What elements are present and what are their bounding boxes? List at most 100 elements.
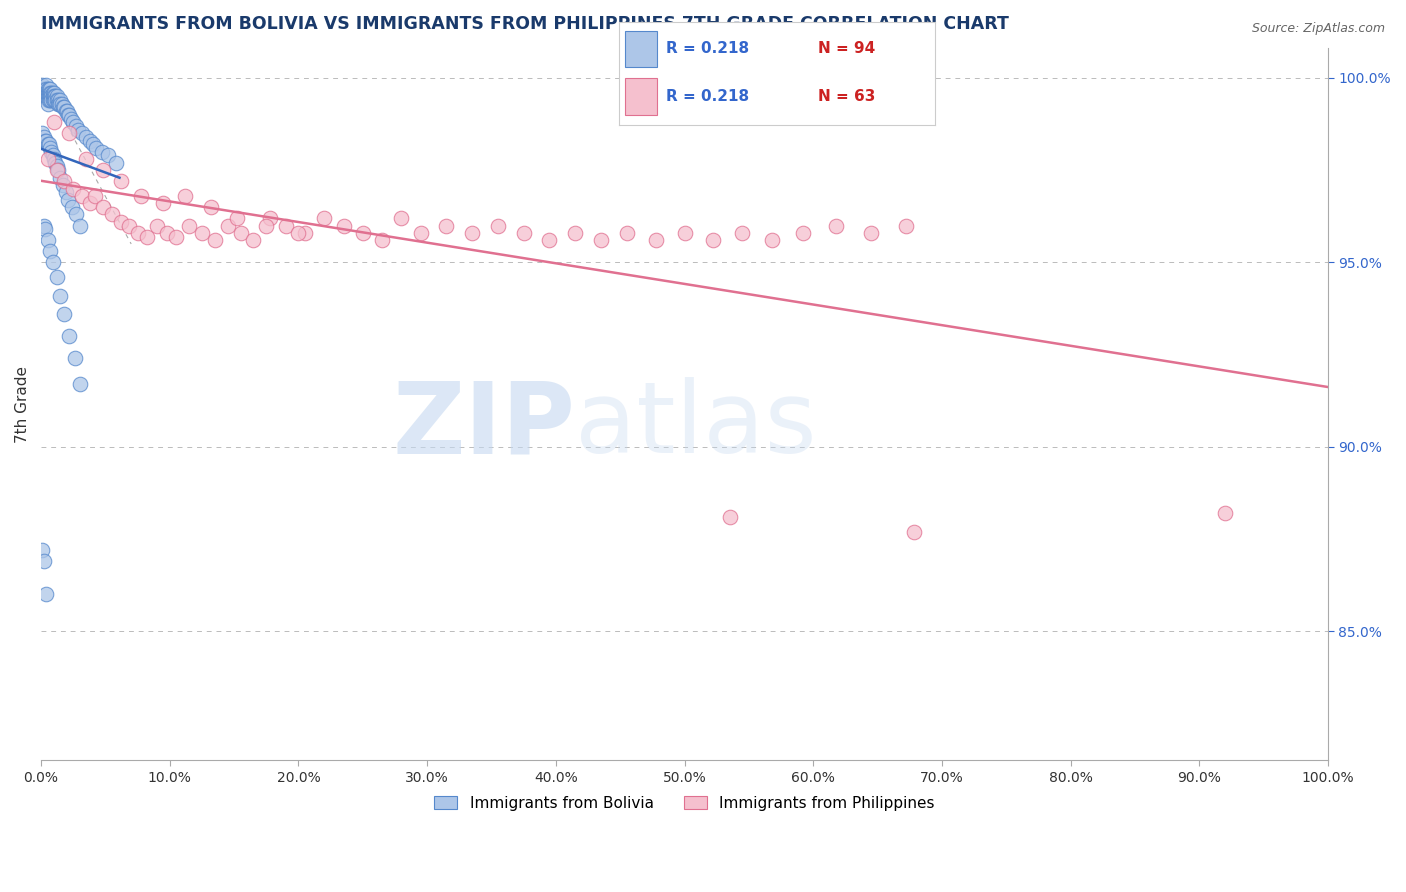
Point [41,93,63,107]
Point [86,141,108,155]
Point [39,86,62,100]
Point [65,119,87,133]
Point [792,226,814,240]
Point [41,89,63,103]
Point [37,93,59,107]
Point [135,229,157,244]
Point [117,219,139,233]
Point [62,115,84,129]
Point [41,145,63,159]
Point [49,288,72,302]
Point [32,554,55,568]
Point [41,148,63,162]
Point [35,86,58,100]
Point [49,170,72,185]
Point [903,524,925,539]
Point [45,89,67,103]
Point [39,141,62,155]
Point [31,126,53,140]
Text: ZIP: ZIP [392,377,575,475]
Point [127,226,149,240]
Point [152,196,174,211]
Point [42,115,65,129]
Point [41,255,63,269]
Point [38,89,60,103]
Point [314,211,336,226]
FancyBboxPatch shape [624,30,657,68]
Point [38,86,60,100]
Point [75,130,97,145]
Point [42,86,65,100]
Point [538,233,561,247]
Point [53,307,76,321]
Point [761,233,783,247]
Text: R = 0.218: R = 0.218 [666,88,749,103]
Point [371,233,394,247]
Point [58,329,80,343]
Text: R = 0.218: R = 0.218 [666,41,749,56]
Point [409,226,432,240]
Point [34,222,56,236]
Point [31,78,53,93]
Point [32,82,55,96]
Point [436,219,458,233]
Point [39,89,62,103]
Point [35,78,58,93]
Point [110,174,132,188]
Point [56,108,79,122]
Point [35,134,58,148]
Point [254,219,277,233]
Point [332,219,354,233]
Point [44,93,66,107]
Point [79,134,101,148]
Point [65,207,87,221]
Point [58,126,80,140]
Point [34,89,56,103]
Point [34,134,56,148]
Point [564,226,586,240]
Point [34,86,56,100]
Point [718,510,741,524]
Text: Source: ZipAtlas.com: Source: ZipAtlas.com [1251,22,1385,36]
Point [97,148,120,162]
Point [486,219,509,233]
Point [225,211,247,226]
Point [75,152,97,166]
Point [200,200,222,214]
Point [72,189,94,203]
Point [42,93,65,107]
Point [287,226,309,240]
Point [41,89,63,103]
Point [52,100,75,114]
Point [91,200,114,214]
Point [242,233,264,247]
Point [45,270,67,285]
Point [217,219,239,233]
Point [69,377,91,392]
Point [63,351,86,366]
Point [91,163,114,178]
Text: N = 63: N = 63 [818,88,876,103]
Point [352,226,374,240]
Point [825,219,848,233]
Point [49,96,72,111]
Point [72,126,94,140]
Point [39,93,62,107]
Point [391,211,413,226]
Point [53,174,76,188]
Point [82,137,104,152]
Point [131,189,153,203]
Point [32,219,55,233]
Point [39,244,62,259]
Point [37,86,59,100]
Point [673,226,696,240]
Text: N = 94: N = 94 [818,41,875,56]
Point [274,219,297,233]
Point [46,96,69,111]
Point [731,226,754,240]
Point [37,82,59,96]
Point [84,189,107,203]
Point [51,96,73,111]
Point [37,96,59,111]
Point [104,156,127,170]
